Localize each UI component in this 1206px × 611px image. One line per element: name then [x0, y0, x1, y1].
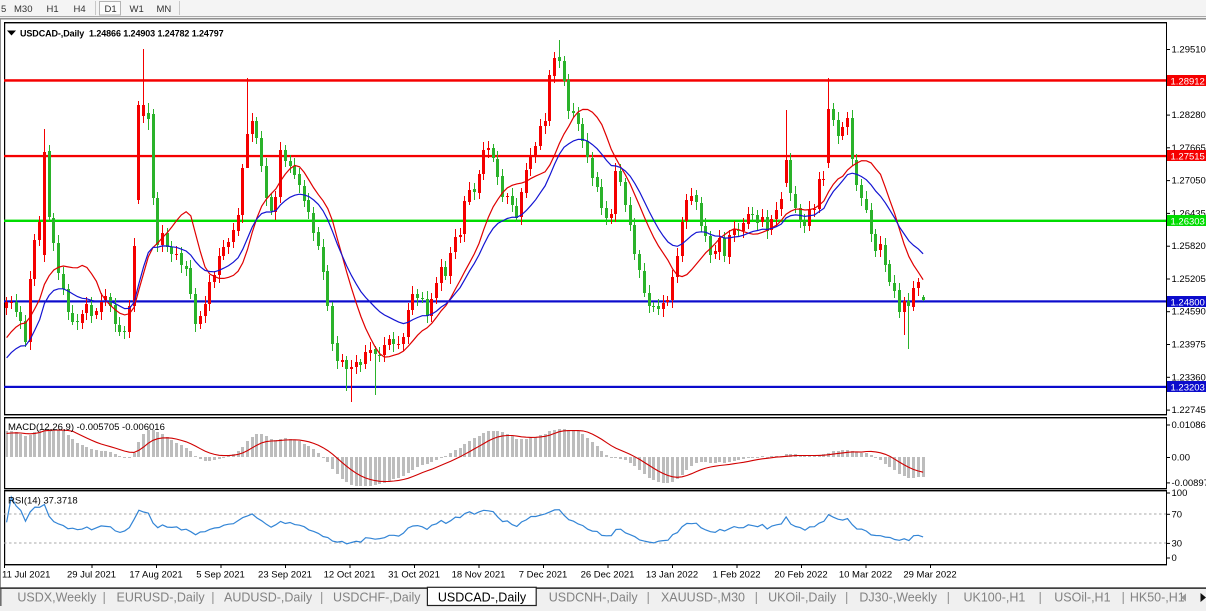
- svg-text:1.24800: 1.24800: [1171, 298, 1205, 309]
- svg-text:1.27515: 1.27515: [1171, 152, 1205, 163]
- svg-text:100: 100: [1172, 488, 1188, 499]
- svg-text:HK50-,H1: HK50-,H1: [1130, 591, 1185, 605]
- svg-text:AUDUSD-,Daily: AUDUSD-,Daily: [224, 591, 313, 605]
- svg-text:23 Sep 2021: 23 Sep 2021: [258, 570, 312, 581]
- svg-text:XAUUSD-,M30: XAUUSD-,M30: [661, 591, 745, 605]
- svg-text:EURUSD-,Daily: EURUSD-,Daily: [116, 591, 205, 605]
- svg-text:RSI(14) 37.3718: RSI(14) 37.3718: [8, 496, 78, 507]
- svg-text:USDCAD-,Daily 1.24866 1.24903: USDCAD-,Daily 1.24866 1.24903 1.24782 1.…: [20, 29, 224, 39]
- svg-text:1.22745: 1.22745: [1172, 405, 1206, 416]
- svg-text:1.27665: 1.27665: [1172, 143, 1206, 154]
- svg-text:USDCHF-,Daily: USDCHF-,Daily: [333, 591, 421, 605]
- svg-text:USDX,Weekly: USDX,Weekly: [17, 591, 97, 605]
- svg-text:1.23203: 1.23203: [1171, 383, 1205, 394]
- svg-text:USDCAD-,Daily: USDCAD-,Daily: [438, 591, 527, 605]
- svg-text:5: 5: [1, 4, 6, 15]
- svg-text:5 Sep 2021: 5 Sep 2021: [196, 570, 245, 581]
- svg-text:13 Jan 2022: 13 Jan 2022: [646, 570, 698, 581]
- svg-text:1.29510: 1.29510: [1172, 45, 1206, 56]
- svg-text:26 Dec 2021: 26 Dec 2021: [581, 570, 635, 581]
- svg-text:29 Mar 2022: 29 Mar 2022: [903, 570, 956, 581]
- svg-text:10 Mar 2022: 10 Mar 2022: [839, 570, 892, 581]
- svg-text:H1: H1: [47, 4, 59, 15]
- svg-text:1.27050: 1.27050: [1172, 176, 1206, 187]
- svg-text:1.25820: 1.25820: [1172, 241, 1206, 252]
- svg-text:1.24590: 1.24590: [1172, 307, 1206, 318]
- svg-text:1.25205: 1.25205: [1172, 274, 1206, 285]
- svg-text:7 Dec 2021: 7 Dec 2021: [519, 570, 568, 581]
- svg-text:20 Feb 2022: 20 Feb 2022: [774, 570, 827, 581]
- svg-text:0.010865: 0.010865: [1172, 420, 1206, 431]
- svg-text:UK100-,H1: UK100-,H1: [963, 591, 1025, 605]
- svg-text:D1: D1: [105, 4, 117, 15]
- svg-text:UKOil-,Daily: UKOil-,Daily: [768, 591, 837, 605]
- svg-text:1.23360: 1.23360: [1172, 372, 1206, 383]
- svg-text:11 Jul 2021: 11 Jul 2021: [2, 570, 50, 581]
- svg-text:MACD(12,26,9) -0.005705 -0.006: MACD(12,26,9) -0.005705 -0.006016: [8, 422, 165, 433]
- svg-text:MN: MN: [157, 4, 172, 15]
- svg-text:M30: M30: [14, 4, 32, 15]
- svg-text:12 Oct 2021: 12 Oct 2021: [324, 570, 376, 581]
- svg-text:17 Aug 2021: 17 Aug 2021: [129, 570, 182, 581]
- svg-text:0: 0: [1172, 553, 1177, 564]
- svg-text:1.26303: 1.26303: [1171, 217, 1205, 228]
- svg-text:1 Feb 2022: 1 Feb 2022: [712, 570, 760, 581]
- svg-text:30: 30: [1172, 538, 1183, 549]
- svg-text:29 Jul 2021: 29 Jul 2021: [67, 570, 116, 581]
- svg-text:1.28280: 1.28280: [1172, 110, 1206, 121]
- svg-text:1.23975: 1.23975: [1172, 340, 1206, 351]
- svg-text:W1: W1: [130, 4, 144, 15]
- svg-text:0.00: 0.00: [1172, 453, 1191, 464]
- svg-text:USOil-,H1: USOil-,H1: [1054, 591, 1110, 605]
- svg-text:70: 70: [1172, 509, 1183, 520]
- svg-text:DJ30-,Weekly: DJ30-,Weekly: [859, 591, 937, 605]
- svg-text:USDCNH-,Daily: USDCNH-,Daily: [549, 591, 639, 605]
- svg-text:-0.00897: -0.00897: [1172, 478, 1206, 489]
- svg-text:1.26435: 1.26435: [1172, 208, 1206, 219]
- svg-text:H4: H4: [74, 4, 86, 15]
- svg-text:18 Nov 2021: 18 Nov 2021: [452, 570, 506, 581]
- svg-text:1.28912: 1.28912: [1171, 77, 1205, 88]
- svg-text:31 Oct 2021: 31 Oct 2021: [388, 570, 440, 581]
